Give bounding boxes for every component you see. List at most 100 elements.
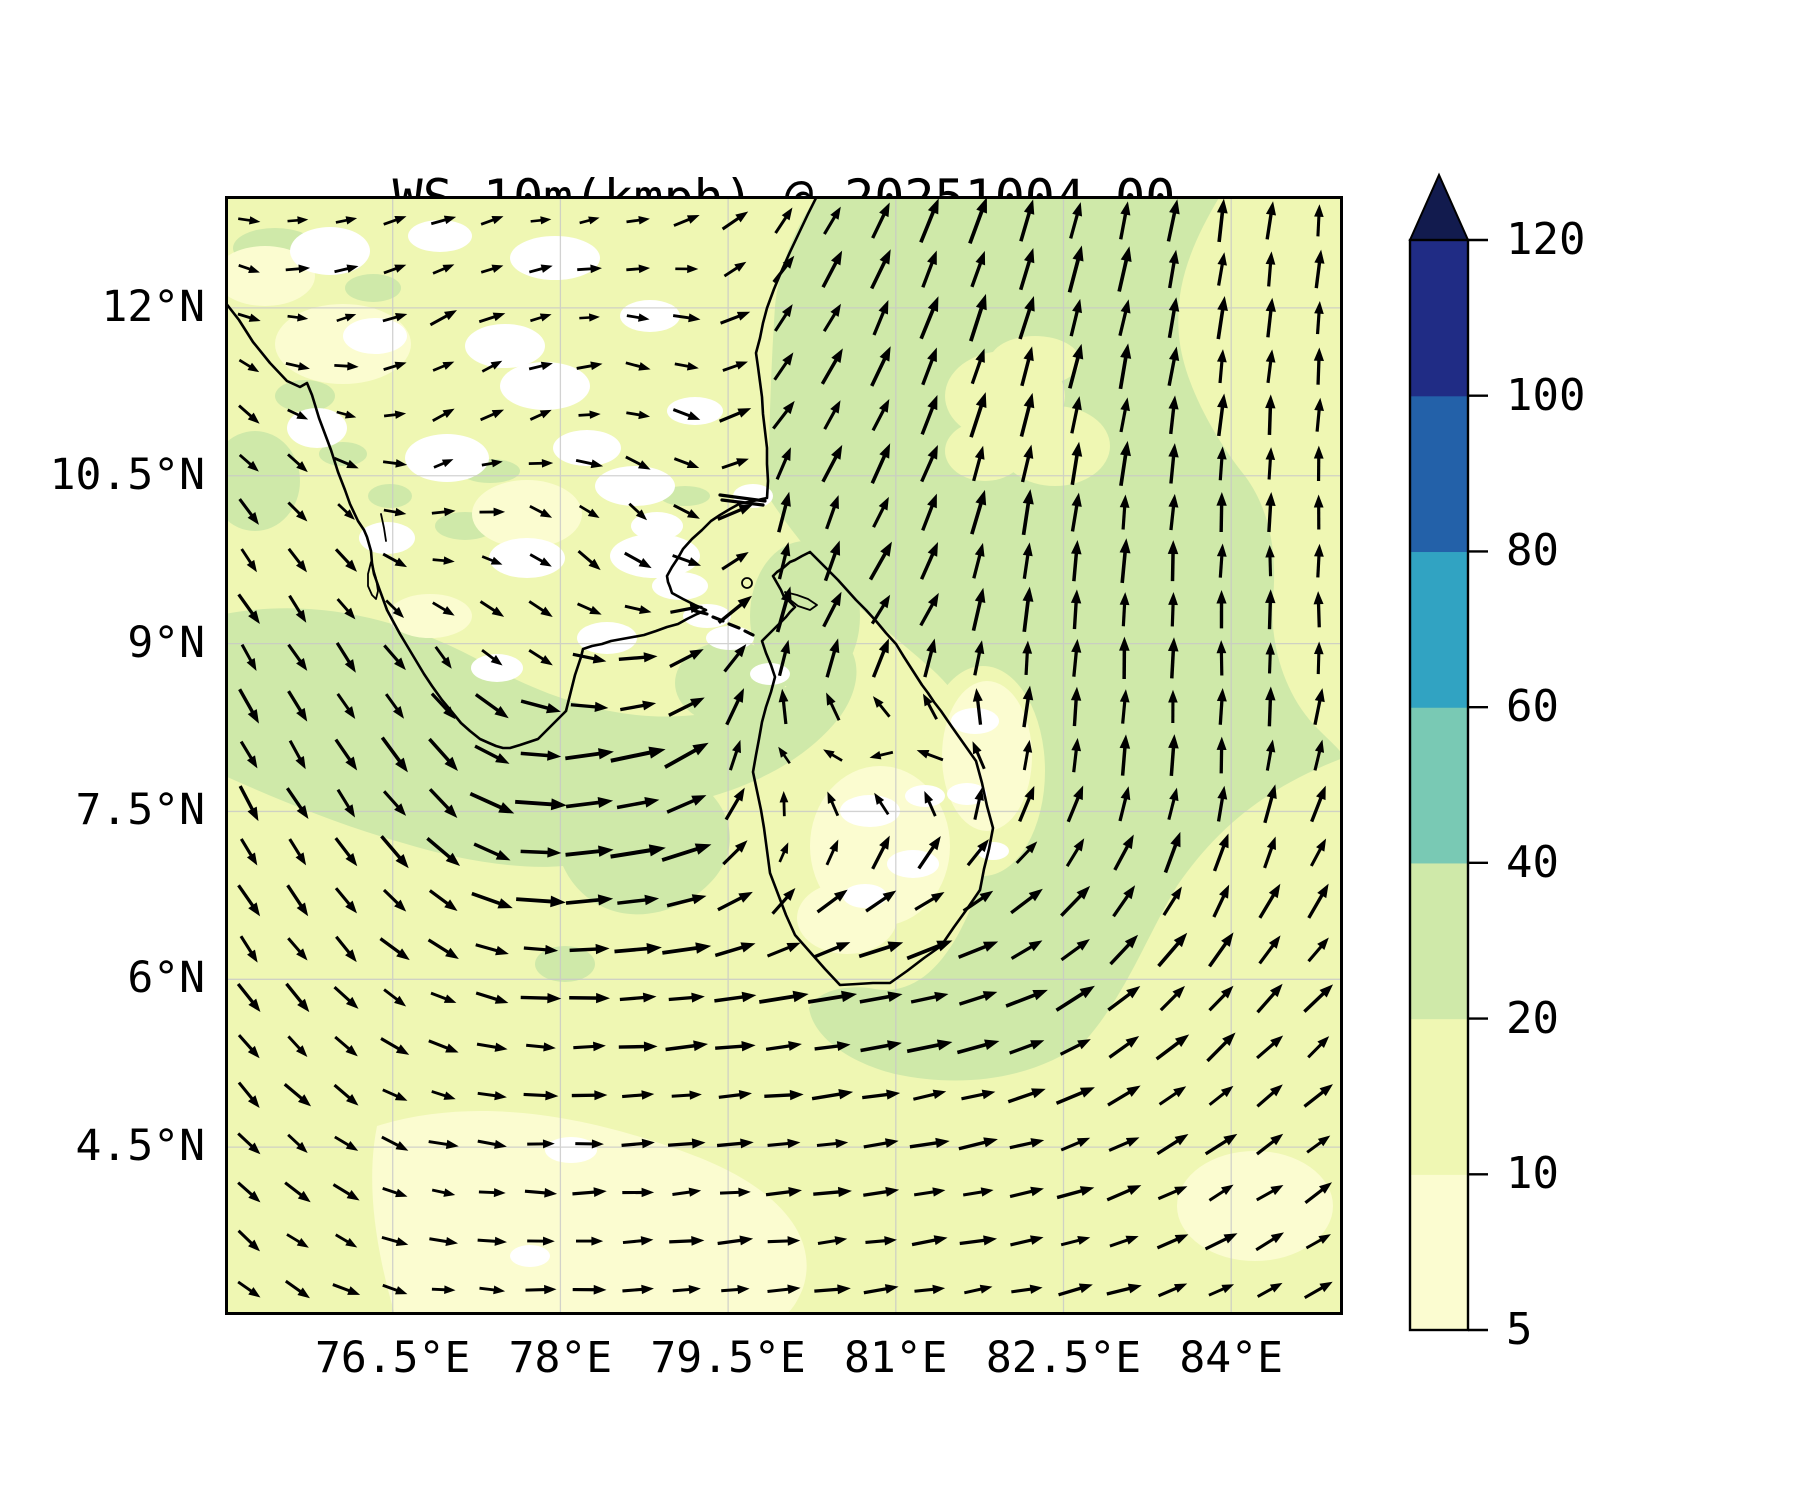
wind-arrow — [383, 988, 407, 1007]
wind-speed-map — [225, 196, 1343, 1315]
wind-arrow — [1021, 489, 1034, 536]
wind-arrow — [1167, 787, 1179, 820]
wind-arrow — [1263, 784, 1277, 824]
wind-arrow — [919, 592, 939, 627]
wind-arrow — [970, 348, 985, 385]
wind-arrow — [1265, 251, 1276, 287]
wind-arrow — [527, 1236, 555, 1246]
wind-arrow — [238, 358, 260, 373]
wind-arrow — [528, 458, 554, 468]
wind-arrow — [956, 1039, 1000, 1055]
wind-arrow — [1022, 640, 1033, 676]
wind-arrow — [515, 798, 567, 811]
wind-arrow — [334, 837, 358, 867]
contour-fill-5-10-patch — [472, 480, 582, 548]
wind-arrow — [238, 404, 260, 424]
wind-arrow — [1204, 1233, 1238, 1251]
wind-arrow — [529, 409, 552, 421]
wind-arrow — [382, 1186, 408, 1198]
wind-arrow — [430, 692, 456, 720]
wind-arrow — [822, 303, 841, 333]
y-tick-label: 6°N — [127, 953, 205, 1004]
wind-arrow — [917, 835, 941, 870]
wind-arrow — [617, 894, 660, 906]
wind-arrow — [1314, 204, 1324, 237]
wind-arrow — [432, 556, 455, 565]
wind-arrow — [1265, 642, 1275, 674]
wind-arrow — [1119, 636, 1130, 680]
wind-arrow — [336, 410, 357, 419]
wind-arrow — [335, 642, 356, 673]
wind-arrow — [429, 310, 457, 327]
wind-arrow — [1010, 940, 1043, 960]
wind-arrow — [662, 942, 712, 955]
wind-arrow — [669, 649, 704, 668]
wind-arrow — [382, 459, 408, 468]
wind-arrow — [870, 346, 891, 387]
wind-arrow — [237, 1181, 261, 1203]
wind-arrow — [1018, 248, 1035, 291]
wind-arrow — [287, 408, 309, 420]
wind-arrow — [912, 1089, 947, 1101]
wind-arrow — [826, 692, 841, 721]
wind-arrow — [822, 591, 842, 628]
contour-fill-under-5-patch — [510, 1245, 550, 1267]
wind-arrow — [779, 791, 789, 817]
wind-arrow — [860, 1040, 902, 1053]
contour-fill-under-5-patch — [843, 884, 887, 908]
wind-arrow — [572, 1284, 607, 1295]
wind-arrow — [429, 1236, 459, 1247]
wind-arrow — [721, 211, 749, 231]
wind-arrow — [334, 361, 359, 371]
map-panel — [225, 196, 1343, 1315]
wind-arrow — [728, 739, 741, 771]
wind-arrow — [288, 838, 307, 866]
wind-arrow — [1313, 347, 1324, 385]
wind-arrow — [1058, 1283, 1093, 1297]
wind-arrow — [431, 1090, 456, 1100]
wind-arrow — [964, 1284, 993, 1295]
wind-arrow — [775, 586, 792, 633]
wind-arrow — [825, 638, 840, 678]
wind-arrow — [1018, 295, 1035, 340]
wind-arrow — [811, 1088, 854, 1101]
wind-arrow — [336, 598, 356, 620]
wind-arrow — [1307, 1036, 1330, 1059]
wind-arrow — [863, 1186, 900, 1197]
wind-arrow — [672, 554, 702, 566]
contour-fill-10-20-patch — [990, 336, 1080, 386]
wind-arrow — [920, 445, 938, 483]
wind-arrow — [1069, 298, 1082, 337]
wind-arrow — [1216, 688, 1227, 725]
wind-arrow — [672, 313, 701, 323]
wind-arrow — [1065, 838, 1085, 868]
wind-arrow — [380, 736, 408, 773]
wind-arrow — [479, 507, 506, 517]
wind-arrow — [970, 250, 986, 288]
contour-fill-20-40-patch — [535, 946, 595, 982]
colorbar-tick-label: 10 — [1506, 1148, 1559, 1200]
wind-arrow — [382, 312, 408, 323]
wind-arrow — [287, 1035, 308, 1057]
wind-arrow — [239, 838, 258, 866]
wind-arrow — [764, 1089, 804, 1101]
wind-arrow — [579, 216, 600, 225]
wind-arrow — [1113, 834, 1134, 871]
wind-arrow — [1059, 1039, 1091, 1056]
wind-arrow — [1009, 1040, 1045, 1055]
wind-arrow — [428, 1139, 459, 1149]
wind-arrow — [626, 313, 650, 322]
wind-arrow — [284, 1181, 311, 1203]
wind-arrow — [614, 943, 662, 955]
wind-arrow — [723, 261, 747, 278]
wind-arrow — [1216, 446, 1227, 481]
wind-arrow — [778, 746, 791, 765]
wind-arrow — [1070, 589, 1082, 630]
wind-arrow — [237, 312, 261, 322]
colorbar-tick-label: 40 — [1506, 836, 1559, 888]
colorbar-tick-label: 100 — [1506, 369, 1586, 421]
wind-arrow — [765, 1041, 802, 1052]
wind-arrow — [1265, 394, 1276, 436]
colorbar-segment — [1410, 1018, 1468, 1175]
contour-fill-under-5-patch — [290, 227, 370, 275]
